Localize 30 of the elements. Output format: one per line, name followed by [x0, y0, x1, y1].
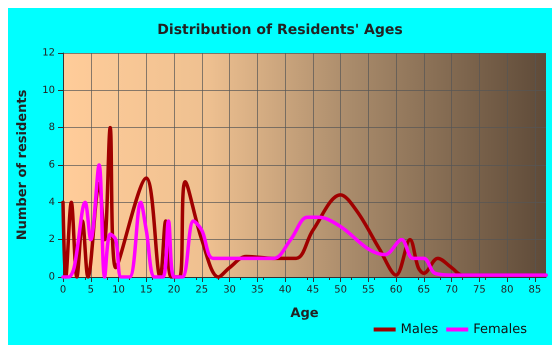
- x-tick-label: 80: [500, 284, 514, 296]
- x-tick-label: 70: [445, 284, 458, 296]
- y-tick-label: 0: [48, 272, 55, 282]
- x-tick-label: 15: [140, 284, 153, 296]
- y-tick-label: 2: [48, 234, 55, 246]
- x-tick-label: 10: [112, 284, 125, 296]
- x-tick-label: 0: [60, 284, 66, 296]
- x-tick-label: 65: [417, 284, 430, 296]
- legend-label: Males: [400, 322, 438, 337]
- x-tick-label: 40: [278, 284, 292, 296]
- x-tick-label: 5: [88, 284, 94, 296]
- x-tick-label: 85: [528, 284, 542, 296]
- y-tick-label: 4: [48, 196, 55, 208]
- x-tick-label: 75: [473, 284, 486, 296]
- y-tick-label: 12: [42, 48, 55, 58]
- y-axis-title: Number of residents: [15, 89, 30, 240]
- x-tick-label: 45: [306, 284, 320, 296]
- x-tick-label: 35: [250, 284, 264, 296]
- x-tick-label: 50: [334, 284, 347, 296]
- y-tick-label: 6: [48, 160, 55, 170]
- x-axis-title: Age: [290, 306, 319, 321]
- y-tick-label: 8: [48, 122, 55, 134]
- x-tick-label: 30: [223, 284, 236, 296]
- chart-title: Distribution of Residents' Ages: [157, 22, 403, 38]
- x-tick-label: 55: [362, 284, 375, 296]
- y-tick-label: 10: [42, 84, 55, 96]
- x-tick-label: 20: [168, 284, 180, 296]
- x-tick-label: 25: [195, 284, 208, 296]
- x-tick-label: 60: [390, 284, 402, 296]
- legend-label: Females: [473, 322, 528, 337]
